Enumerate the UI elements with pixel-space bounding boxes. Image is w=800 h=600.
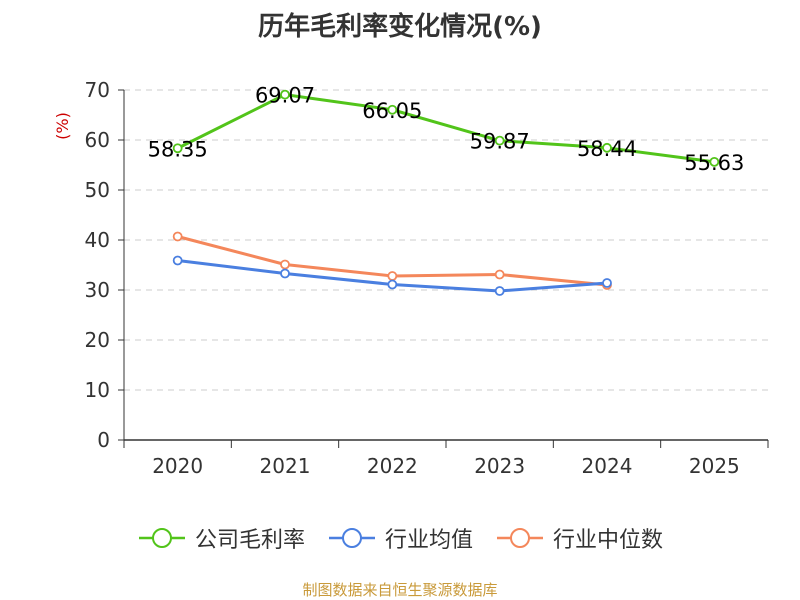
data-label: 55.63 <box>684 151 744 175</box>
data-point <box>280 268 290 279</box>
data-label: 69.07 <box>255 84 315 108</box>
legend-circle <box>341 528 362 548</box>
legend-label: 公司毛利率 <box>194 528 305 553</box>
series-lines <box>172 89 720 296</box>
data-label: 58.44 <box>577 137 637 161</box>
y-tick-label: 0 <box>97 428 110 452</box>
data-label: 59.87 <box>470 130 530 154</box>
legend-item[interactable]: 公司毛利率 <box>137 522 305 554</box>
data-point <box>709 156 720 167</box>
y-tick-label: 50 <box>85 178 110 202</box>
data-point <box>280 259 290 270</box>
x-tick-label: 2021 <box>260 454 311 478</box>
data-point <box>280 89 290 100</box>
chart-title: 历年毛利率变化情况(%) <box>258 12 542 42</box>
data-point <box>172 255 183 266</box>
y-tick-label: 40 <box>85 228 110 252</box>
data-point <box>494 135 505 146</box>
y-axis-label: (%) <box>53 112 72 140</box>
data-point <box>494 269 505 280</box>
legend-label: 行业中位数 <box>553 528 664 553</box>
data-point <box>602 278 612 288</box>
legend-marker-icon <box>497 528 543 548</box>
legend-marker-icon <box>138 528 185 548</box>
x-tick-label: 2025 <box>689 454 740 478</box>
data-label: 58.35 <box>148 137 208 161</box>
data-point <box>494 286 505 296</box>
x-tick-label: 2022 <box>367 454 418 478</box>
source-note: 制图数据来自恒生聚源数据库 <box>302 581 498 599</box>
y-tick-label: 70 <box>85 78 110 102</box>
data-point <box>387 279 398 290</box>
y-tick-label: 10 <box>85 378 110 402</box>
grid-lines <box>124 89 768 391</box>
legend-circle <box>510 528 530 548</box>
y-tick-label: 30 <box>85 278 110 302</box>
data-point <box>172 143 183 154</box>
series-line <box>176 93 715 164</box>
legend-circle <box>151 528 172 548</box>
y-tick-label: 60 <box>85 128 110 152</box>
data-point <box>387 271 398 281</box>
axes: 0 10 20 30 40 50 60 70 (%) 2020 2021 2022 2023 2024 20… <box>53 78 769 478</box>
data-point <box>602 142 612 153</box>
x-tick-label: 2023 <box>474 454 525 478</box>
x-tick-label: 2024 <box>582 454 633 478</box>
legend: 公司毛利率 行业均值 行业中位数 <box>0 518 800 558</box>
x-tick-label: 2020 <box>152 454 203 478</box>
legend-label: 行业均值 <box>384 528 473 553</box>
legend-marker-icon <box>328 528 375 548</box>
data-label: 66.05 <box>362 99 422 123</box>
legend-item[interactable]: 行业均值 <box>327 522 473 554</box>
y-tick-label: 20 <box>85 328 110 352</box>
data-labels: 58.35 69.07 66.05 59.87 58.44 55.63 <box>148 84 745 175</box>
legend-item[interactable]: 行业中位数 <box>495 522 663 554</box>
data-point <box>172 231 183 242</box>
data-point <box>387 104 398 115</box>
